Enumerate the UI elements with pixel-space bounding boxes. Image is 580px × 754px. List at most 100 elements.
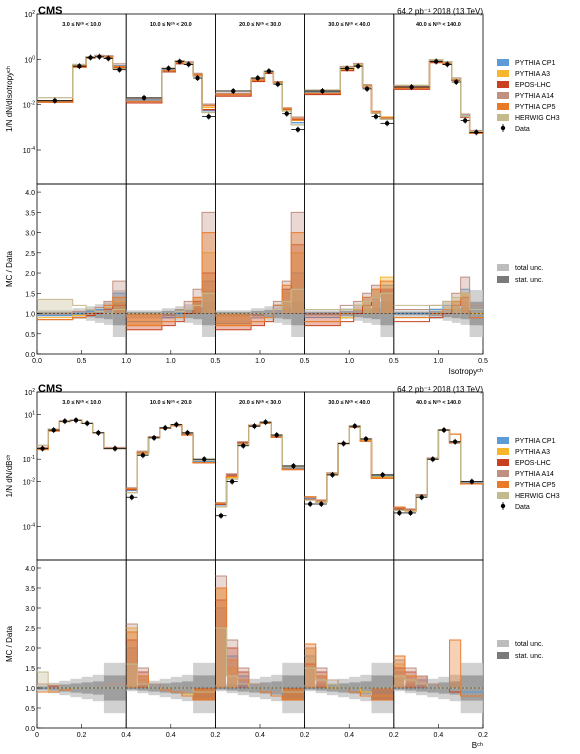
- x-tick-label: 0.4: [344, 732, 354, 739]
- legend-swatch: [497, 437, 509, 444]
- mc-ratio-fill-pythia-cp5: [126, 632, 137, 688]
- mc-ratio-fill-pythia-cp5: [193, 688, 215, 700]
- x-tick-label: 0.4: [121, 732, 131, 739]
- mult-bin-label: 3.0 ≤ Nᶜʰ < 10.0: [62, 21, 101, 28]
- subpanel-3: 20.0 ≤ Nᶜʰ < 30.0 0.4 0.2: [214, 391, 310, 739]
- data-point: [319, 501, 324, 507]
- mc-ratio-fill-pythia-a3: [452, 301, 461, 314]
- mc-ratio-fill-pythia-cp1: [291, 273, 305, 314]
- data-point: [52, 98, 58, 103]
- mc-ratio-fill-epos-lhc: [193, 688, 215, 700]
- data-point: [341, 441, 346, 446]
- mc-ratio-fill-pythia-cp5: [126, 313, 162, 326]
- mc-ratio-fill-pythia-cp1: [113, 293, 126, 314]
- figure-panel-1: CMS 64.2 pb⁻¹ 2018 (13 TeV) 3.0 ≤ Nᶜʰ < 10…: [5, 5, 560, 376]
- mc-ratio-fill-pythia-cp5: [380, 281, 394, 314]
- top-frame: [125, 391, 216, 561]
- data-point: [263, 419, 268, 425]
- subpanel-4: 30.0 ≤ Nᶜʰ < 40.0 0.4 0.2: [304, 391, 399, 739]
- data-point: [73, 418, 79, 423]
- y-tick-label: 10-2: [23, 478, 35, 487]
- legend-swatch: [497, 70, 509, 77]
- y-axis-ratio: 4.0 3.5 3.0 2.5 2.0 1.5 1.0 0.5 0.0: [25, 566, 41, 733]
- legend-swatch: [497, 459, 509, 466]
- y-tick-label: 10-4: [23, 146, 35, 155]
- mc-ratio-fill-pythia-a14: [405, 668, 416, 688]
- mult-bin-label: 40.0 ≤ Nᶜʰ < 140.0: [416, 399, 461, 406]
- mc-curve-pythia-a3: [126, 424, 216, 489]
- data-point: [117, 67, 122, 72]
- mult-bin-label: 10.0 ≤ Nᶜʰ < 20.0: [150, 399, 192, 406]
- data-point: [355, 63, 361, 69]
- mc-curve-pythia-cp5: [126, 424, 216, 490]
- data-point: [397, 510, 402, 516]
- x-tick-label: 0.2: [77, 732, 87, 739]
- data-point: [202, 457, 207, 462]
- mc-ratio-fill-herwig-ch3: [37, 672, 48, 688]
- mc-ratio-fill-pythia-cp5: [282, 285, 291, 314]
- top-frame: [393, 391, 484, 561]
- x-tick-label: 0.2: [478, 732, 488, 739]
- mc-curve-pythia-cp1: [215, 422, 305, 506]
- legend-swatch: [497, 492, 509, 499]
- data-point: [77, 63, 82, 69]
- legend: PYTHIA CP1 PYTHIA A3 EPOS-LHC PYTHIA A14 PYT…: [497, 59, 560, 284]
- y-tick-label: 100: [24, 55, 35, 64]
- mc-ratio-fill-pythia-a14: [452, 293, 461, 314]
- legend-unc-swatch: [497, 640, 509, 647]
- data-point: [474, 130, 479, 135]
- stat-unc-band: [237, 684, 249, 692]
- ratio-tick-label: 2.0: [25, 271, 35, 278]
- mc-curve-pythia-a14: [126, 424, 216, 489]
- stat-unc-band: [193, 675, 216, 701]
- mc-ratio-fill-epos-lhc: [227, 648, 238, 688]
- legend-label: HERWIG CH3: [515, 115, 560, 122]
- subpanel-4: 30.0 ≤ Nᶜʰ < 40.0 1.0 0.5: [304, 13, 399, 365]
- ratio-tick-label: 2.0: [25, 646, 35, 653]
- lumi-label: 64.2 pb⁻¹ 2018 (13 TeV): [397, 385, 483, 394]
- mc-ratio-fill-herwig-ch3: [215, 628, 227, 688]
- data-point: [454, 79, 459, 85]
- ratio-tick-label: 0.5: [25, 332, 35, 339]
- mc-ratio-fill-pythia-cp1: [461, 289, 470, 314]
- ratio-tick-label: 2.5: [25, 626, 35, 633]
- y-axis-title-top: 1/N dN/dIsotropyᶜʰ: [5, 66, 14, 132]
- subpanel-2: 10.0 ≤ Nᶜʰ < 20.0 1.0 0.5: [125, 13, 220, 365]
- data-point: [266, 68, 272, 74]
- cms-label: CMS: [38, 383, 62, 395]
- mc-ratio-fill-pythia-a14: [354, 301, 363, 314]
- x-tick-label: 0.4: [166, 732, 176, 739]
- stat-unc-band: [202, 301, 216, 326]
- ratio-frame: [304, 183, 395, 355]
- mc-ratio-fill-herwig-ch3: [305, 668, 316, 688]
- stat-unc-band: [282, 675, 305, 701]
- legend-swatch: [497, 481, 509, 488]
- mc-ratio-herwig-ch3: [37, 298, 127, 315]
- ratio-tick-label: 3.0: [25, 231, 35, 238]
- data-point: [441, 427, 447, 433]
- ratio-tick-label: 4.0: [25, 566, 35, 573]
- subpanel-2: 10.0 ≤ Nᶜʰ < 20.0 0.4 0.2: [125, 391, 220, 739]
- mc-ratio-fill-pythia-cp5: [461, 293, 470, 314]
- mc-curve-herwig-ch3: [126, 423, 216, 494]
- mc-ratio-fill-epos-lhc: [461, 297, 470, 314]
- mc-ratio-fill-pythia-a3: [363, 301, 371, 314]
- mc-ratio-fill-pythia-cp5: [137, 676, 148, 688]
- mc-ratio-fill-pythia-a3: [215, 313, 251, 326]
- subpanel-3: 20.0 ≤ Nᶜʰ < 30.0 1.0 0.5: [214, 13, 310, 365]
- mc-curve-herwig-ch3: [215, 421, 305, 508]
- mc-ratio-fill-pythia-a3: [380, 277, 394, 314]
- mc-ratio-fill-epos-lhc: [291, 244, 305, 314]
- y-axis-top: 102 101 10-1 10-2 10-4: [23, 388, 41, 531]
- legend-label: EPOS-LHC: [515, 460, 551, 467]
- mc-ratio-herwig-ch3: [215, 627, 305, 693]
- ratio-tick-label: 4.0: [25, 190, 35, 197]
- data-point: [469, 479, 475, 484]
- ratio-tick-label: 3.0: [25, 606, 35, 613]
- data-point: [218, 513, 224, 518]
- mc-ratio-pythia-cp5: [126, 631, 216, 701]
- mc-ratio-fill-pythia-cp1: [316, 676, 327, 688]
- top-frame: [36, 13, 127, 185]
- mc-ratio-fill-pythia-a14: [372, 285, 380, 314]
